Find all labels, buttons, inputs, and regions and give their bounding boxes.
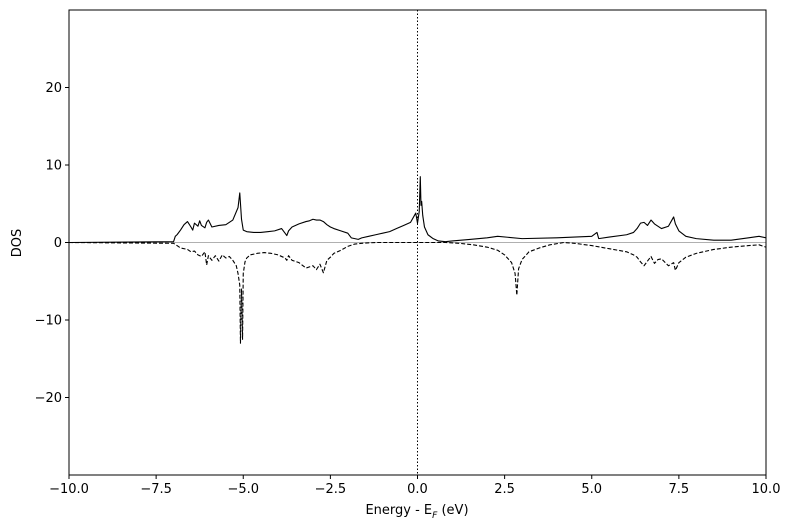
x-axis-label-tail: (eV) <box>437 503 468 518</box>
x-tick-label: 5.0 <box>581 482 602 497</box>
x-tick-label: −10.0 <box>49 482 89 497</box>
x-axis-label: Energy - EF (eV) <box>365 503 468 521</box>
x-tick-label: 7.5 <box>669 482 690 497</box>
dos-series-dashed <box>69 241 766 344</box>
y-tick-label: −10 <box>35 314 62 329</box>
x-tick-label: −7.5 <box>140 482 172 497</box>
x-axis-label-subscript: F <box>432 511 438 521</box>
y-tick-label: 10 <box>45 159 62 174</box>
dos-series-solid <box>69 176 766 244</box>
y-tick-label: 0 <box>54 236 62 251</box>
x-axis-label-main: Energy - E <box>365 503 432 518</box>
x-tick-label: −2.5 <box>315 482 347 497</box>
y-tick-label: −20 <box>35 391 62 406</box>
y-axis-label: DOS <box>10 229 25 258</box>
x-tick-label: 2.5 <box>494 482 515 497</box>
x-tick-label: 0.0 <box>407 482 428 497</box>
x-tick-label: −5.0 <box>227 482 259 497</box>
y-tick-label: 20 <box>45 81 62 96</box>
x-tick-label: 10.0 <box>752 482 781 497</box>
